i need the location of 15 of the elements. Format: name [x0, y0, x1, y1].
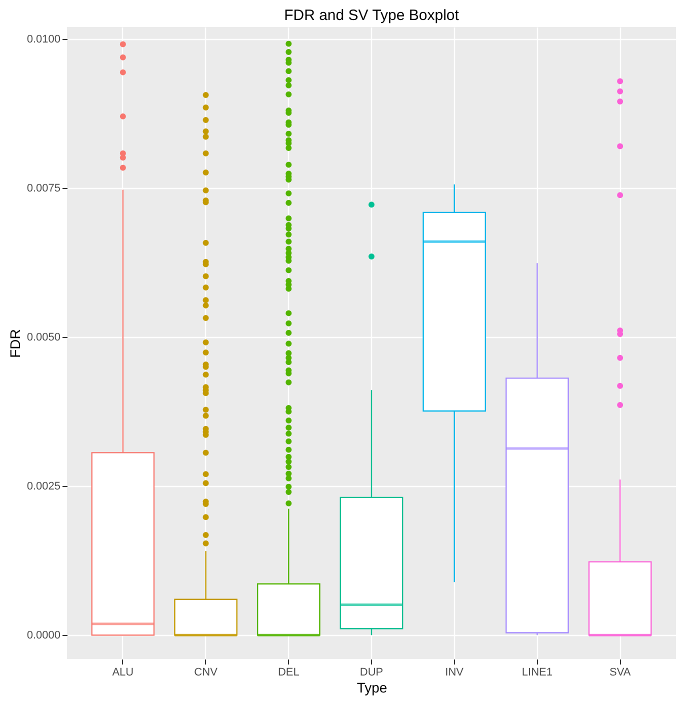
x-tick-label: DEL — [278, 666, 300, 678]
y-tick-label: 0.0075 — [26, 182, 60, 194]
y-tick-label: 0.0025 — [26, 480, 60, 493]
x-tick-label: INV — [445, 666, 464, 678]
x-tick-label: DUP — [360, 666, 384, 678]
y-tick-label: 0.0050 — [26, 332, 60, 344]
chart-title: FDR and SV Type Boxplot — [284, 7, 460, 24]
x-tick-label: ALU — [112, 666, 134, 678]
x-tick-label: SVA — [609, 666, 632, 678]
x-tick-label: LINE1 — [522, 666, 553, 678]
x-axis-title: Type — [356, 680, 388, 696]
y-tick-label: 0.0000 — [26, 630, 60, 642]
y-tick-label: 0.0100 — [26, 33, 60, 46]
x-tick-label: CNV — [194, 666, 218, 678]
y-axis-title: FDR — [6, 329, 23, 358]
